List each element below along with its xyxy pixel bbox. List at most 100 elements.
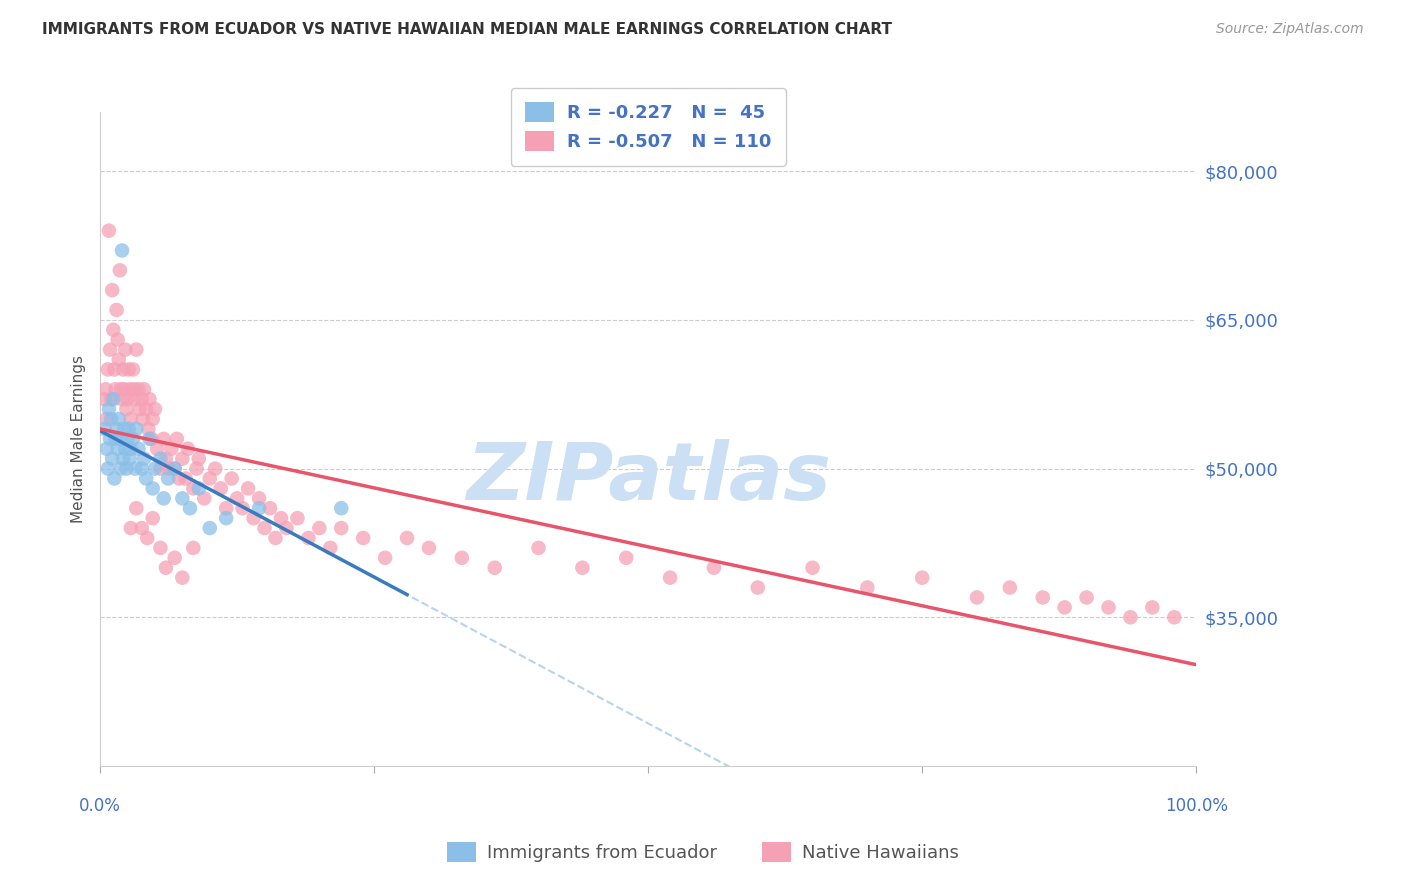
Point [115,402,138,417]
Point [911,571,934,585]
Point [96,442,118,456]
Point [125,501,148,516]
Point [374,550,396,565]
Point [319,541,342,555]
Point [125,343,148,357]
Point [1076,591,1098,605]
Point [172,571,194,585]
Point [160,442,183,456]
Point [135,471,157,485]
Point [247,501,270,516]
Point [966,591,988,605]
Point [352,531,374,545]
Y-axis label: Median Male Earnings: Median Male Earnings [72,355,86,523]
Point [264,531,287,545]
Point [135,402,157,417]
Point [177,442,200,456]
Point [103,362,125,376]
Point [146,442,169,456]
Point [97,402,120,417]
Point [287,511,309,525]
Text: 100.0%: 100.0% [1164,797,1227,814]
Point [120,521,142,535]
Point [131,461,153,475]
Point [118,451,141,466]
Point [143,402,166,417]
Point [112,451,135,466]
Point [187,482,209,496]
Point [97,461,120,475]
Point [856,581,879,595]
Point [395,531,418,545]
Point [107,352,129,367]
Point [105,422,128,436]
Point [166,432,188,446]
Point [270,511,292,525]
Point [141,432,163,446]
Point [101,451,124,466]
Point [142,511,165,525]
Point [181,541,204,555]
Point [198,471,221,485]
Point [1097,600,1119,615]
Point [418,541,440,555]
Point [127,442,149,456]
Point [527,541,550,555]
Point [155,560,177,574]
Point [131,392,153,407]
Point [98,343,121,357]
Point [450,550,472,565]
Point [221,471,243,485]
Point [104,382,127,396]
Point [112,382,135,396]
Point [484,560,506,574]
Point [152,432,174,446]
Point [122,362,145,376]
Point [187,451,209,466]
Point [163,461,186,475]
Point [101,283,124,297]
Point [297,531,319,545]
Point [132,382,155,396]
Point [124,392,146,407]
Point [114,442,136,456]
Point [117,432,139,446]
Point [998,581,1021,595]
Point [112,422,135,436]
Point [112,362,135,376]
Point [138,432,160,446]
Point [1163,610,1185,624]
Point [104,432,127,446]
Point [117,362,139,376]
Point [149,451,172,466]
Point [179,501,201,516]
Point [103,471,125,485]
Point [111,244,134,258]
Point [114,343,136,357]
Point [308,521,330,535]
Point [105,302,128,317]
Point [132,451,155,466]
Point [103,392,125,407]
Point [143,461,166,475]
Point [659,571,682,585]
Point [138,422,160,436]
Point [204,461,226,475]
Point [172,491,194,506]
Point [110,461,132,475]
Point [193,491,215,506]
Point [131,521,153,535]
Point [97,362,120,376]
Point [127,382,149,396]
Point [236,482,259,496]
Point [801,560,824,574]
Point [1142,600,1164,615]
Point [115,461,138,475]
Point [149,461,172,475]
Point [747,581,769,595]
Text: Source: ZipAtlas.com: Source: ZipAtlas.com [1216,22,1364,37]
Point [120,412,142,426]
Point [94,382,117,396]
Point [152,491,174,506]
Point [186,461,208,475]
